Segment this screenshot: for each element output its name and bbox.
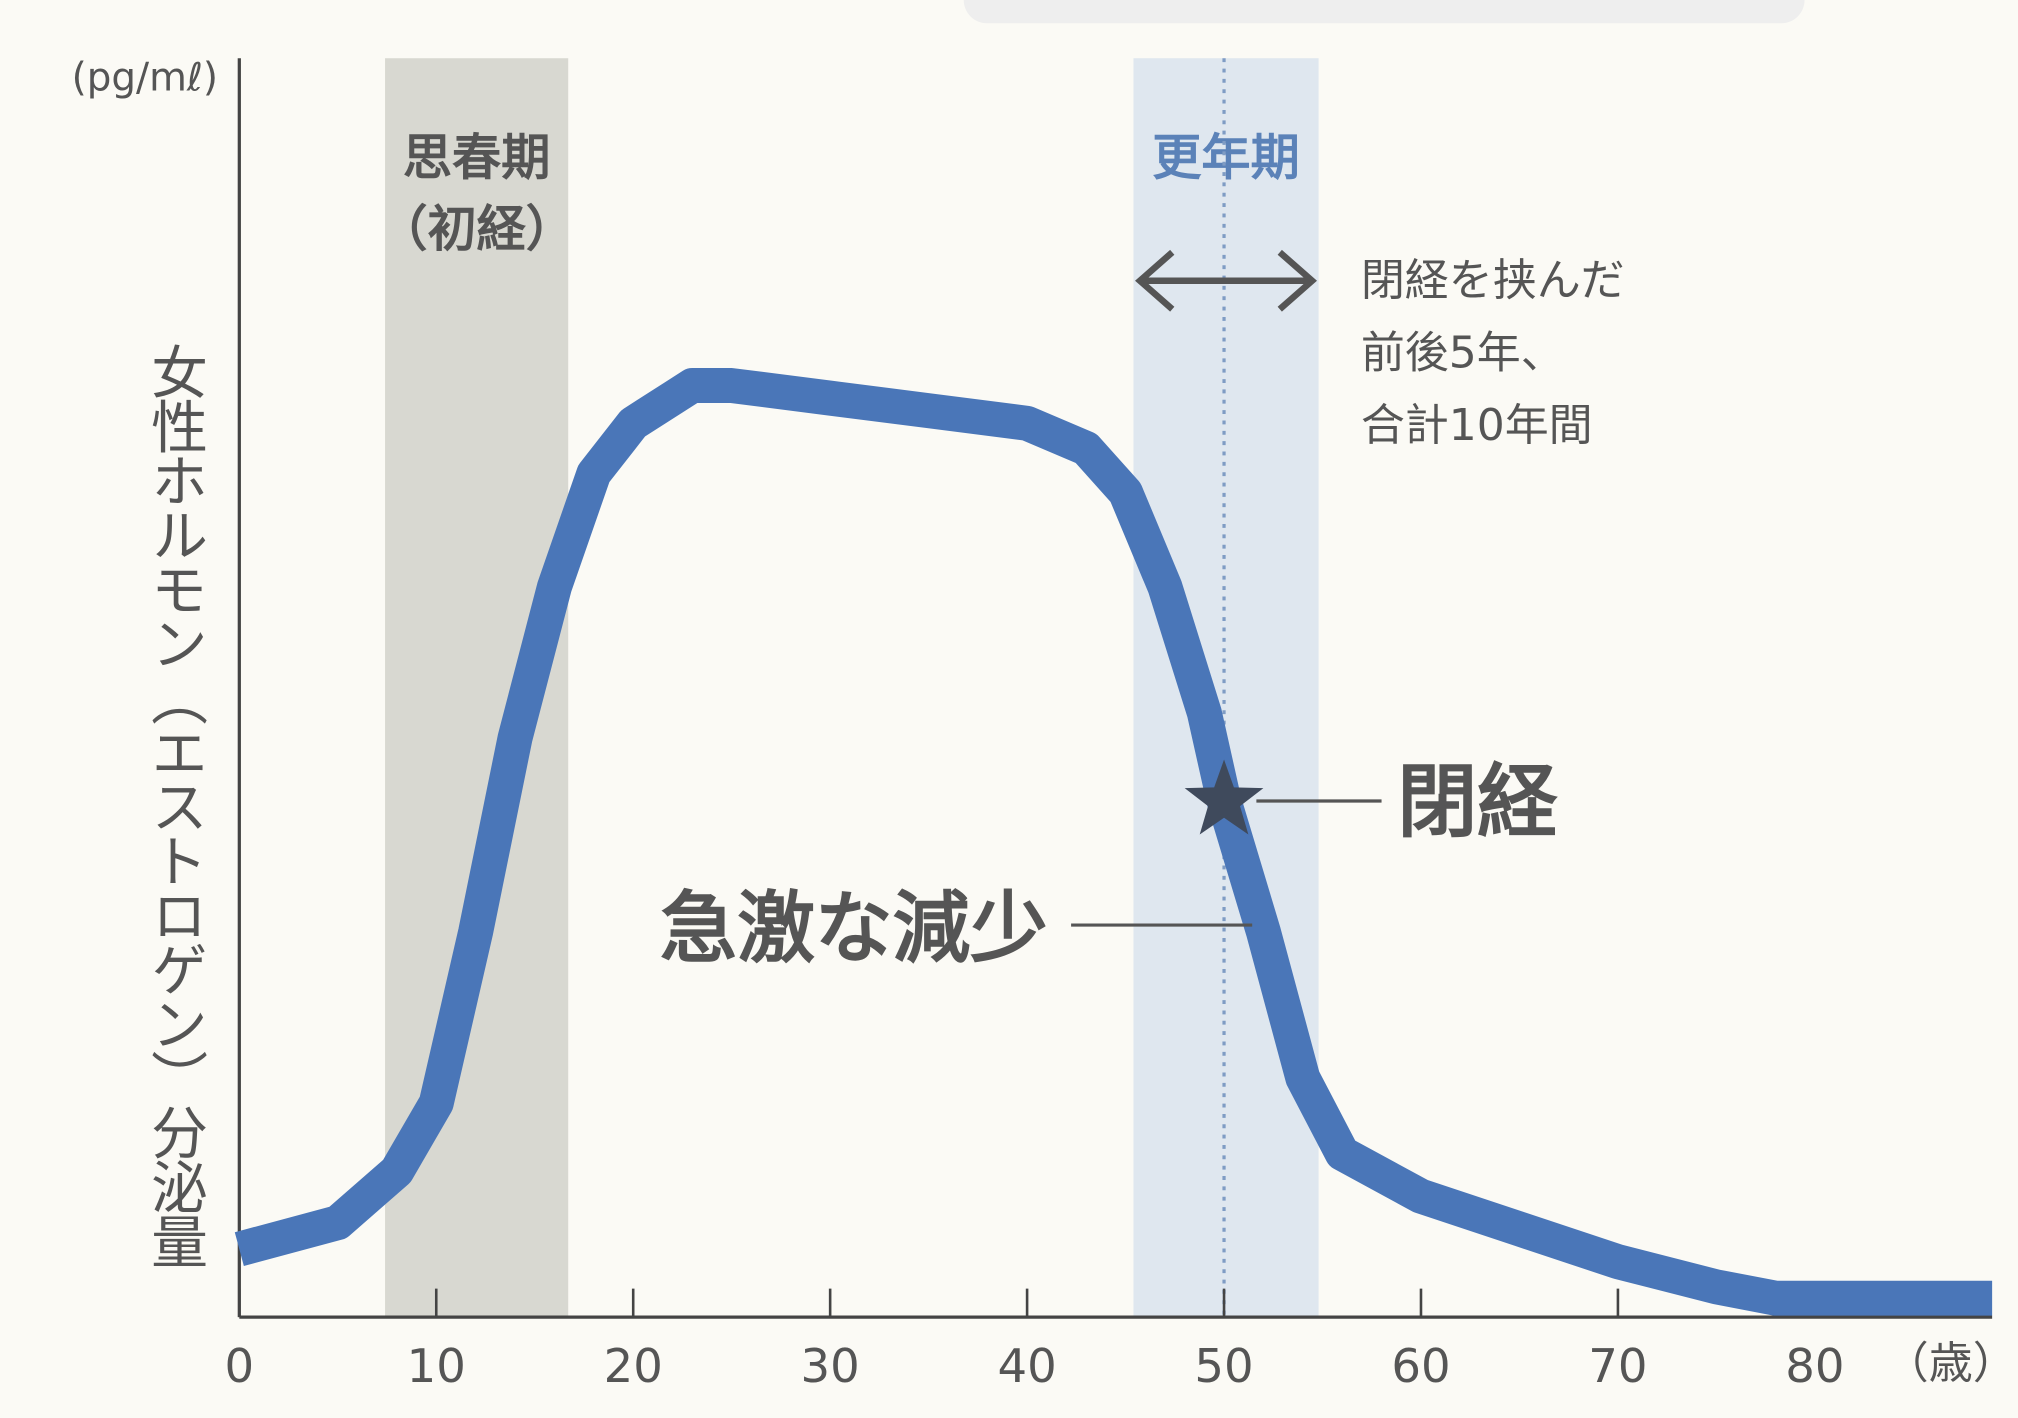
marker-star [1184,759,1264,835]
span-note: 合計10年間 [1361,400,1593,451]
x-tick-label: 10 [407,1339,466,1393]
span-note: 閉経を挟んだ [1361,255,1625,306]
x-tick-label: 60 [1391,1339,1450,1393]
x-tick-label: 20 [604,1339,663,1393]
y-unit: (pg/mℓ) [72,56,218,101]
band-label: 思春期 [403,129,550,187]
line-series [234,368,1993,1316]
band [1133,58,1319,1318]
span-arrow [1135,249,1317,312]
x-tick-label: 40 [997,1339,1056,1393]
x-tick-label: 30 [801,1339,860,1393]
marker-label: 閉経 [1397,755,1558,848]
x-tick-label: 0 [225,1339,255,1393]
x-tick-label: 70 [1588,1339,1647,1393]
x-unit: （歳） [1885,1338,2017,1389]
y-axis-label: 女性ホルモン（エストロゲン）分泌量 [142,343,208,1267]
top-shadow [963,0,1805,24]
band-label: 更年期 [1152,129,1299,187]
span-note: 前後5年、 [1361,327,1565,378]
annotation: 急激な減少 [660,884,1048,974]
x-tick-label: 50 [1194,1339,1253,1393]
x-tick-label: 80 [1785,1339,1844,1393]
band-label: （初経） [378,200,575,258]
